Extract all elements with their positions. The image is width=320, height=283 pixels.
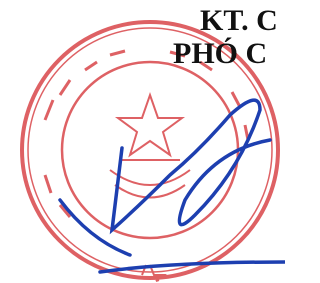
page: KT. C PHÓ C (() => { const data = JSON.p… <box>0 0 320 283</box>
header-line: PHÓ C <box>173 37 267 70</box>
document: KT. C PHÓ C <box>0 0 285 283</box>
header-line: KT. C <box>200 4 278 37</box>
